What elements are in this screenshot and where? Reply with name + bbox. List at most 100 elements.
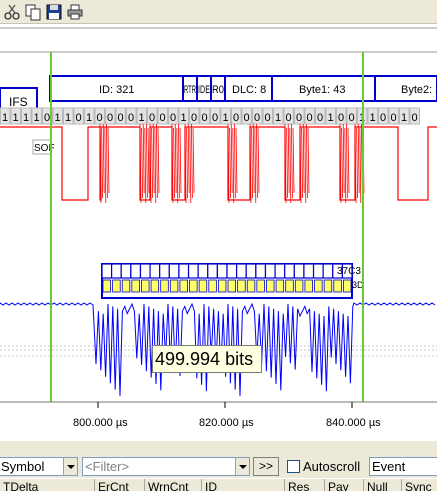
decoder-cell bbox=[255, 263, 267, 279]
decoder-cell bbox=[284, 263, 295, 279]
filter-input[interactable]: <Filter> bbox=[82, 457, 250, 476]
bit-cell: 1 bbox=[136, 107, 147, 125]
decoder-symbol bbox=[141, 279, 150, 293]
decoder-symbol bbox=[217, 279, 227, 293]
autoscroll-checkbox[interactable] bbox=[287, 460, 300, 473]
dlc-label: DLC: 8 bbox=[232, 84, 266, 96]
bit-value: 0 bbox=[76, 112, 82, 124]
column-res[interactable]: Res bbox=[285, 479, 325, 491]
bit-cell: 0 bbox=[115, 107, 126, 125]
chevron-down-icon[interactable] bbox=[235, 458, 249, 475]
byte1-label: Byte1: 43 bbox=[299, 84, 345, 96]
waveform-plot[interactable]: IFS ID: 321 RTR IDE R0 DLC: 8 Byte1: 43 … bbox=[0, 24, 437, 442]
sof-label: SOF bbox=[34, 143, 55, 154]
decoder-row bbox=[101, 263, 353, 299]
bit-cell: 0 bbox=[189, 107, 200, 125]
bit-cell: 0 bbox=[378, 107, 389, 125]
decoder-cell bbox=[197, 263, 209, 279]
column-id[interactable]: ID bbox=[202, 479, 285, 491]
bit-cell: 1 bbox=[10, 107, 21, 125]
bit-cell: 1 bbox=[399, 107, 410, 125]
bit-value: 0 bbox=[233, 112, 239, 124]
bit-cell: 0 bbox=[157, 107, 168, 125]
decoder-cell bbox=[139, 263, 151, 279]
time-tick-840: 840.000 µs bbox=[326, 417, 381, 429]
table-header: TDelta ErCnt WrnCnt ID Res Pay Null Sync bbox=[0, 478, 437, 491]
bit-value: 0 bbox=[391, 112, 397, 124]
bit-value: 1 bbox=[275, 112, 281, 124]
decoder-cell bbox=[312, 263, 324, 279]
decoder-cell bbox=[293, 263, 305, 279]
print-icon[interactable] bbox=[66, 3, 84, 21]
bit-cell: 0 bbox=[147, 107, 158, 125]
time-tick-800: 800.000 µs bbox=[73, 417, 128, 429]
bit-cell: 1 bbox=[84, 107, 95, 125]
decoder-cell bbox=[130, 263, 142, 279]
rtr-label: RTR bbox=[184, 84, 196, 96]
decoder-symbol bbox=[304, 279, 313, 293]
decoder-symbol bbox=[256, 279, 265, 293]
decoder-cell bbox=[236, 263, 247, 279]
bit-cell: 1 bbox=[52, 107, 63, 125]
bit-cell: 0 bbox=[126, 107, 137, 125]
symbol-select-value: Symbol bbox=[1, 459, 45, 474]
blue-channel-trace bbox=[0, 302, 436, 397]
bit-value: 0 bbox=[191, 112, 197, 124]
bit-value: 0 bbox=[107, 112, 113, 124]
decoder-symbol bbox=[323, 279, 333, 293]
apply-filter-button[interactable]: >> bbox=[253, 457, 279, 476]
column-ercnt[interactable]: ErCnt bbox=[95, 479, 145, 491]
event-select[interactable]: Event bbox=[369, 457, 437, 476]
bit-value: 0 bbox=[338, 112, 344, 124]
bit-value: 0 bbox=[202, 112, 208, 124]
column-wrncnt[interactable]: WrnCnt bbox=[145, 479, 202, 491]
column-tdelta[interactable]: TDelta bbox=[0, 479, 95, 491]
bit-cell: 1 bbox=[325, 107, 336, 125]
filter-placeholder: <Filter> bbox=[85, 459, 130, 474]
autoscroll-label: Autoscroll bbox=[303, 459, 361, 474]
bit-value: 0 bbox=[44, 112, 50, 124]
decoder-cell bbox=[111, 263, 122, 279]
bit-cell: 1 bbox=[63, 107, 74, 125]
decoder-symbol bbox=[160, 279, 169, 293]
decoder-symbol bbox=[150, 279, 160, 293]
red-channel-noise bbox=[99, 123, 365, 204]
bit-value: 0 bbox=[265, 112, 271, 124]
bit-cell: 1 bbox=[367, 107, 378, 125]
grid bbox=[0, 27, 437, 357]
decoder-symbol bbox=[342, 279, 352, 293]
bit-cell: 0 bbox=[168, 107, 179, 125]
bit-measurement-label: 499.994 bits bbox=[152, 345, 262, 373]
bit-cell: 1 bbox=[0, 107, 11, 125]
column-sync[interactable]: Sync bbox=[402, 479, 437, 491]
horizontal-scrollbar[interactable] bbox=[0, 441, 437, 458]
bit-cell: 0 bbox=[388, 107, 399, 125]
chevron-down-icon[interactable] bbox=[63, 458, 77, 475]
decoder-symbol bbox=[189, 279, 198, 293]
byte2-label: Byte2: 3 bbox=[401, 84, 437, 96]
bit-cell: 0 bbox=[294, 107, 305, 125]
decoder-cell bbox=[264, 263, 276, 279]
bit-value: 0 bbox=[170, 112, 176, 124]
bit-value: 0 bbox=[128, 112, 134, 124]
column-null[interactable]: Null bbox=[364, 479, 402, 491]
decoder-cell bbox=[216, 263, 228, 279]
decoder-symbol bbox=[333, 279, 342, 293]
bit-value: 1 bbox=[328, 112, 334, 124]
symbol-select[interactable]: Symbol bbox=[0, 457, 78, 476]
bit-cell: 1 bbox=[178, 107, 189, 125]
bit-value: 0 bbox=[317, 112, 323, 124]
byte2-field[interactable] bbox=[374, 75, 437, 102]
cut-icon[interactable] bbox=[3, 3, 21, 21]
save-icon[interactable] bbox=[45, 3, 63, 21]
decoder-symbol bbox=[208, 279, 217, 293]
bit-value: 0 bbox=[349, 112, 355, 124]
decoder-top-text: 37C3 bbox=[337, 266, 361, 277]
column-pay[interactable]: Pay bbox=[325, 479, 364, 491]
copy-icon[interactable] bbox=[24, 3, 42, 21]
bit-value: 1 bbox=[65, 112, 71, 124]
decoder-cell bbox=[207, 263, 218, 279]
decoder-symbol bbox=[285, 279, 294, 293]
bit-value: 1 bbox=[34, 112, 40, 124]
bit-cell: 0 bbox=[409, 107, 420, 125]
